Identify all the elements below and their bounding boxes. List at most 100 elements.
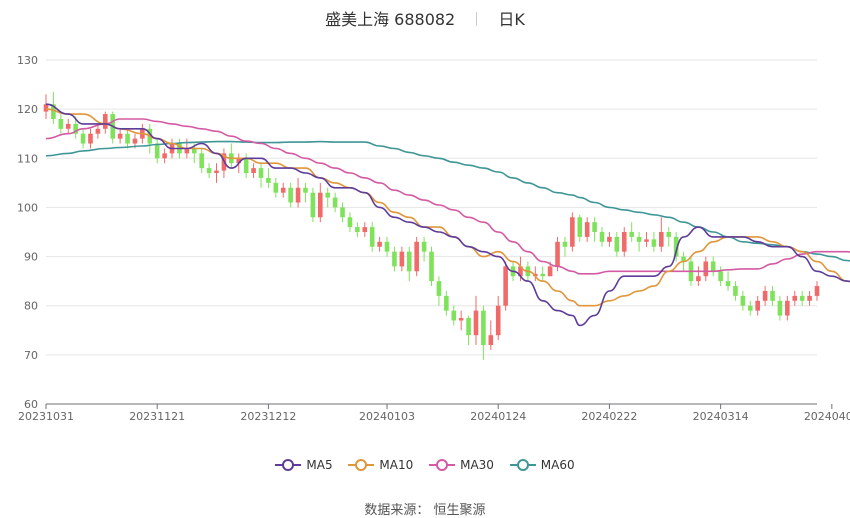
candle-body bbox=[481, 310, 486, 346]
x-tick-label: 20240408 bbox=[804, 410, 850, 423]
legend-label-ma30: MA30 bbox=[460, 458, 494, 472]
x-tick-label: 20240222 bbox=[581, 410, 637, 423]
candle-body bbox=[540, 273, 546, 277]
candle-body bbox=[414, 241, 419, 272]
candle-body bbox=[332, 197, 338, 208]
candle-body bbox=[555, 241, 560, 267]
candle-body bbox=[747, 305, 753, 311]
candle-body bbox=[503, 266, 508, 306]
candle-body bbox=[607, 236, 612, 242]
candle-body bbox=[644, 239, 649, 242]
candle-body bbox=[347, 217, 353, 228]
candle-body bbox=[125, 133, 130, 144]
candle-body bbox=[95, 128, 101, 134]
legend-marker-ma30 bbox=[429, 459, 456, 471]
candle-body bbox=[666, 232, 672, 237]
candle-body bbox=[399, 251, 405, 267]
candle-body bbox=[317, 192, 323, 218]
x-tick-label: 20240314 bbox=[693, 410, 749, 423]
candle-body bbox=[659, 232, 664, 247]
legend-item-ma60[interactable]: MA60 bbox=[509, 458, 575, 472]
candle-body bbox=[236, 158, 242, 164]
candle-body bbox=[258, 168, 264, 178]
candle-body bbox=[65, 123, 71, 129]
candle-body bbox=[73, 123, 78, 134]
candle-body bbox=[681, 256, 686, 262]
candle-body bbox=[473, 310, 479, 336]
candle-body bbox=[562, 241, 568, 247]
candle-body bbox=[703, 261, 709, 277]
candle-body bbox=[154, 143, 160, 159]
candle-body bbox=[273, 182, 279, 193]
candle-body bbox=[436, 281, 442, 296]
x-tick-label: 20231031 bbox=[18, 410, 74, 423]
candle-body bbox=[792, 295, 798, 301]
candle-body bbox=[495, 305, 501, 336]
candle-body bbox=[777, 300, 783, 316]
candle-body bbox=[80, 133, 86, 144]
candle-body bbox=[733, 286, 738, 296]
candle-body bbox=[184, 148, 190, 154]
y-tick-label: 110 bbox=[17, 152, 38, 165]
legend-item-ma5[interactable]: MA5 bbox=[275, 458, 333, 472]
y-tick-label: 130 bbox=[17, 54, 38, 67]
candle-body bbox=[340, 207, 345, 218]
y-tick-label: 80 bbox=[24, 300, 38, 313]
candle-body bbox=[88, 133, 93, 144]
candle-body bbox=[636, 236, 642, 242]
candle-body bbox=[384, 241, 390, 252]
ma-line-ma30 bbox=[45, 118, 850, 275]
candle-body bbox=[547, 266, 553, 277]
candle-body bbox=[592, 222, 597, 232]
candle-body bbox=[651, 239, 657, 247]
x-tick-label: 20231212 bbox=[240, 410, 296, 423]
candle-body bbox=[429, 251, 434, 282]
legend-item-ma30[interactable]: MA30 bbox=[429, 458, 494, 472]
legend-item-ma10[interactable]: MA10 bbox=[348, 458, 413, 472]
y-tick-label: 70 bbox=[24, 349, 38, 362]
candle-body bbox=[518, 266, 523, 277]
candle-body bbox=[191, 148, 197, 154]
candle-body bbox=[762, 290, 768, 301]
candle-body bbox=[369, 227, 375, 247]
x-tick-label: 20231121 bbox=[129, 410, 185, 423]
candle-body bbox=[770, 290, 775, 301]
candle-body bbox=[785, 300, 790, 316]
candle-body bbox=[103, 114, 108, 129]
candle-body bbox=[725, 281, 731, 287]
legend-label-ma60: MA60 bbox=[540, 458, 575, 472]
candle-body bbox=[295, 187, 301, 203]
candle-body bbox=[458, 318, 464, 321]
candle-body bbox=[288, 187, 293, 203]
candle-body bbox=[814, 286, 820, 296]
candle-body bbox=[43, 104, 49, 112]
candle-body bbox=[58, 118, 64, 129]
header-separator bbox=[476, 12, 478, 26]
candle-body bbox=[243, 158, 249, 174]
y-tick-label: 100 bbox=[17, 201, 38, 214]
candle-body bbox=[214, 170, 219, 174]
candle-body bbox=[325, 192, 331, 198]
legend-marker-ma5 bbox=[275, 459, 302, 471]
candle-body bbox=[629, 232, 634, 237]
candle-body bbox=[280, 187, 286, 193]
x-tick-label: 20240103 bbox=[359, 410, 415, 423]
legend-marker-ma10 bbox=[348, 459, 375, 471]
candle-body bbox=[740, 295, 746, 306]
candle-body bbox=[710, 261, 716, 272]
candle-body bbox=[451, 310, 457, 321]
legend-label-ma10: MA10 bbox=[379, 458, 414, 472]
candle-body bbox=[466, 318, 471, 336]
candle-body bbox=[577, 217, 583, 237]
candle-body bbox=[444, 295, 449, 311]
chart-legend: MA5 MA10 MA30 MA60 bbox=[0, 458, 850, 475]
candle-body bbox=[377, 241, 382, 247]
candle-body bbox=[199, 153, 204, 169]
candle-body bbox=[206, 168, 212, 174]
candle-body bbox=[621, 232, 627, 252]
candle-body bbox=[570, 217, 575, 247]
y-tick-label: 90 bbox=[24, 251, 38, 264]
candle-body bbox=[310, 192, 316, 218]
candle-body bbox=[584, 222, 590, 237]
chart-header: 盛美上海 688082 日K bbox=[0, 6, 850, 30]
